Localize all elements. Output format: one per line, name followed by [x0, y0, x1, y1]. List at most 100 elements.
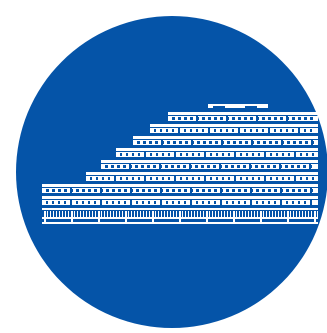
ground-column: [173, 211, 174, 217]
window: [156, 177, 158, 180]
window: [160, 129, 162, 132]
ground-column: [236, 211, 237, 217]
column-gap: [70, 200, 72, 205]
window: [167, 141, 170, 144]
column-gap: [174, 176, 176, 181]
column-gap: [309, 164, 311, 169]
column-gap: [100, 200, 102, 205]
window: [269, 141, 272, 144]
window: [312, 153, 314, 156]
window: [207, 165, 210, 168]
window: [162, 153, 164, 156]
ground-column: [89, 211, 90, 217]
window: [120, 153, 122, 156]
window: [208, 189, 211, 192]
window: [214, 129, 216, 132]
ground-column: [65, 211, 66, 217]
window: [237, 165, 240, 168]
window: [216, 153, 218, 156]
window: [238, 201, 240, 204]
ground-column: [269, 211, 270, 217]
ground-column: [185, 211, 186, 217]
window: [306, 153, 308, 156]
ground-column: [203, 211, 204, 217]
ground-column: [194, 211, 195, 217]
window: [225, 165, 228, 168]
window: [190, 129, 192, 132]
window: [94, 201, 96, 204]
window: [138, 177, 140, 180]
window: [262, 129, 264, 132]
window-band: [133, 140, 318, 145]
window: [148, 201, 150, 204]
ground-column: [209, 211, 210, 217]
ground-column: [101, 211, 102, 217]
window: [210, 153, 212, 156]
window: [299, 141, 302, 144]
floor-slab: [42, 184, 318, 187]
window: [190, 117, 193, 120]
window: [261, 165, 264, 168]
column-gap: [234, 176, 236, 181]
window: [126, 177, 128, 180]
ground-column: [134, 211, 135, 217]
window: [142, 189, 145, 192]
window: [231, 165, 234, 168]
ground-column: [257, 211, 258, 217]
column-gap: [220, 188, 222, 193]
window: [238, 189, 241, 192]
window: [186, 153, 188, 156]
window: [118, 201, 120, 204]
ground-column: [311, 211, 312, 217]
ground-column: [47, 211, 48, 217]
window: [287, 141, 290, 144]
floor-slab: [150, 124, 318, 127]
window: [306, 177, 308, 180]
ground-column: [158, 211, 159, 217]
ground-column: [188, 211, 189, 217]
window: [280, 129, 282, 132]
column-gap: [161, 140, 163, 145]
window: [173, 141, 176, 144]
ground-column: [77, 211, 78, 217]
column-gap: [286, 116, 288, 121]
window: [135, 165, 138, 168]
window: [196, 189, 199, 192]
window: [88, 189, 91, 192]
window: [124, 201, 126, 204]
column-gap: [311, 140, 313, 145]
ground-column: [128, 211, 129, 217]
column-gap: [130, 188, 132, 193]
ground-column: [140, 211, 141, 217]
window: [304, 189, 307, 192]
window: [244, 189, 247, 192]
column-gap: [178, 128, 180, 133]
ground-base: [42, 222, 318, 224]
window: [168, 153, 170, 156]
window: [214, 201, 216, 204]
ground-column: [83, 211, 84, 217]
roof-structure: [208, 104, 268, 108]
window: [184, 189, 187, 192]
window: [126, 153, 128, 156]
ground-column: [239, 211, 240, 217]
window: [292, 117, 295, 120]
column-gap: [279, 164, 281, 169]
column-gap: [129, 164, 131, 169]
window: [195, 165, 198, 168]
ground-column: [272, 211, 273, 217]
window: [96, 177, 98, 180]
window: [263, 141, 266, 144]
ground-column: [56, 211, 57, 217]
window: [154, 201, 156, 204]
column-gap: [264, 176, 266, 181]
window: [132, 177, 134, 180]
window: [179, 141, 182, 144]
window: [184, 117, 187, 120]
window: [178, 201, 180, 204]
window: [262, 117, 265, 120]
window: [216, 177, 218, 180]
window: [243, 165, 246, 168]
column-gap: [256, 116, 258, 121]
window: [214, 189, 217, 192]
